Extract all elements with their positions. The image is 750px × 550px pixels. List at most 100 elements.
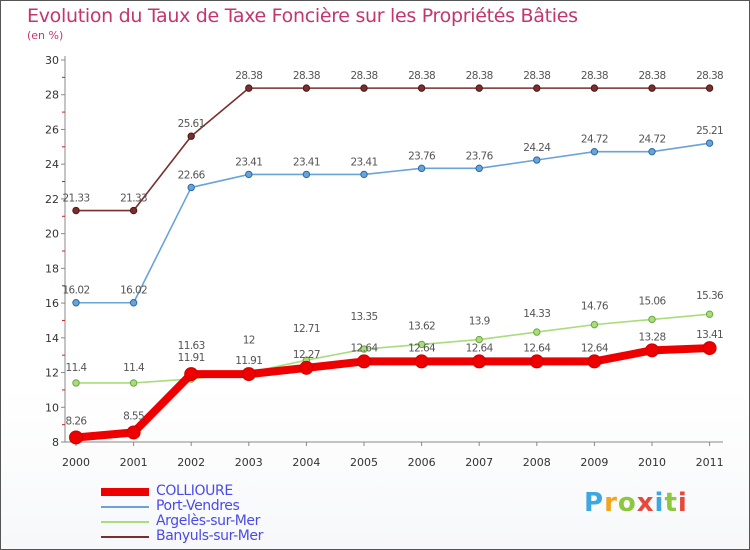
data-label: 24.72	[638, 134, 665, 146]
data-label: 12.64	[466, 342, 494, 354]
legend-swatch-argeles-sur-mer	[101, 521, 149, 523]
legend-label-banyuls-sur-mer: Banyuls-sur-Mer	[156, 528, 263, 544]
y-tick-label: 30	[45, 54, 59, 67]
data-point	[357, 354, 371, 369]
data-label: 11.91	[235, 355, 262, 367]
legend-label-colliouire: COLLIOURE	[156, 483, 233, 499]
data-label: 12.64	[581, 342, 609, 354]
y-tick-label: 22	[45, 193, 59, 206]
data-label: 28.38	[466, 70, 493, 82]
data-label: 11.63	[178, 340, 205, 352]
x-tick-label: 2007	[465, 456, 493, 469]
data-point	[475, 164, 483, 173]
data-point	[302, 170, 311, 179]
data-label: 28.38	[350, 70, 377, 82]
legend-label-port-vendres: Port-Vendres	[156, 498, 240, 514]
data-label: 16.02	[120, 285, 147, 297]
data-point	[472, 354, 487, 369]
data-label: 21.33	[120, 193, 147, 205]
data-point	[590, 84, 599, 92]
series-line	[75, 313, 711, 384]
data-label: 24.24	[523, 142, 551, 154]
data-label: 23.41	[350, 156, 377, 168]
data-label: 8.55	[123, 410, 144, 422]
data-label: 21.33	[62, 193, 89, 205]
data-point	[705, 310, 714, 318]
data-label: 12.27	[293, 349, 320, 361]
data-label: 8.26	[66, 415, 88, 427]
data-label: 16.02	[62, 285, 89, 297]
data-point	[299, 360, 314, 375]
data-point	[648, 315, 656, 324]
data-label: 13.9	[469, 316, 490, 328]
data-label: 23.76	[466, 150, 494, 162]
logo-letter: x	[636, 488, 655, 518]
data-label: 14.33	[523, 308, 550, 320]
logo-letter: r	[604, 488, 618, 518]
data-label: 25.61	[178, 118, 205, 130]
data-label: 14.76	[581, 301, 609, 313]
y-tick-label: 20	[45, 228, 59, 241]
data-label: 22.66	[178, 169, 206, 181]
data-label: 25.21	[696, 125, 723, 137]
legend-swatch-banyuls-sur-mer	[101, 536, 149, 538]
data-label: 12.71	[293, 323, 320, 335]
data-label: 13.41	[696, 329, 723, 341]
data-point	[129, 299, 138, 307]
data-point	[702, 341, 717, 356]
data-label: 12.64	[350, 342, 378, 354]
data-point	[705, 84, 714, 92]
data-point	[533, 156, 541, 164]
logo-letter: o	[617, 488, 637, 518]
data-label: 13.28	[638, 331, 665, 343]
data-label: 12	[243, 335, 255, 347]
x-tick-label: 2003	[235, 456, 263, 469]
data-point	[417, 340, 426, 349]
y-tick-label: 12	[45, 367, 59, 380]
data-point	[72, 299, 80, 307]
y-tick-label: 26	[45, 123, 59, 136]
data-point	[417, 164, 426, 173]
proxiti-logo: Proxiti	[584, 488, 688, 518]
data-point	[184, 367, 199, 382]
data-point	[705, 139, 714, 147]
x-tick-label: 2006	[408, 456, 436, 469]
data-point	[129, 379, 138, 387]
data-point	[533, 328, 541, 336]
data-label: 24.72	[581, 134, 608, 146]
x-tick-label: 2009	[580, 456, 608, 469]
x-tick-label: 2004	[292, 456, 320, 469]
data-point	[533, 84, 541, 92]
y-tick-label: 14	[45, 332, 59, 345]
series-line	[72, 344, 714, 442]
legend-swatch-colliouire	[101, 488, 149, 496]
x-tick-label: 2008	[523, 456, 551, 469]
data-label: 11.4	[66, 362, 88, 374]
series-line	[75, 87, 711, 212]
data-point	[475, 335, 483, 344]
logo-letter: t	[664, 488, 678, 518]
logo-letter: i	[677, 488, 688, 518]
data-point	[529, 354, 544, 369]
data-point	[72, 206, 80, 215]
data-point	[302, 84, 311, 92]
data-label: 12.64	[523, 342, 551, 354]
data-label: 28.38	[638, 70, 665, 82]
unit-label: (en %)	[27, 29, 64, 42]
x-tick-label: 2002	[177, 456, 205, 469]
data-label: 28.38	[235, 70, 262, 82]
logo-letter: P	[584, 488, 605, 518]
data-point	[648, 84, 656, 92]
data-point	[414, 354, 429, 369]
legend-label-argeles-sur-mer: Argelès-sur-Mer	[156, 513, 260, 529]
data-label: 12.64	[408, 342, 436, 354]
x-tick-label: 2011	[696, 456, 724, 469]
data-label: 13.35	[350, 311, 377, 323]
data-point	[360, 84, 368, 92]
y-tick-label: 16	[45, 297, 59, 310]
chart-title: Evolution du Taux de Taxe Foncière sur l…	[27, 5, 578, 27]
y-tick-label: 24	[45, 158, 59, 171]
data-point	[245, 84, 253, 92]
data-point	[187, 183, 195, 192]
